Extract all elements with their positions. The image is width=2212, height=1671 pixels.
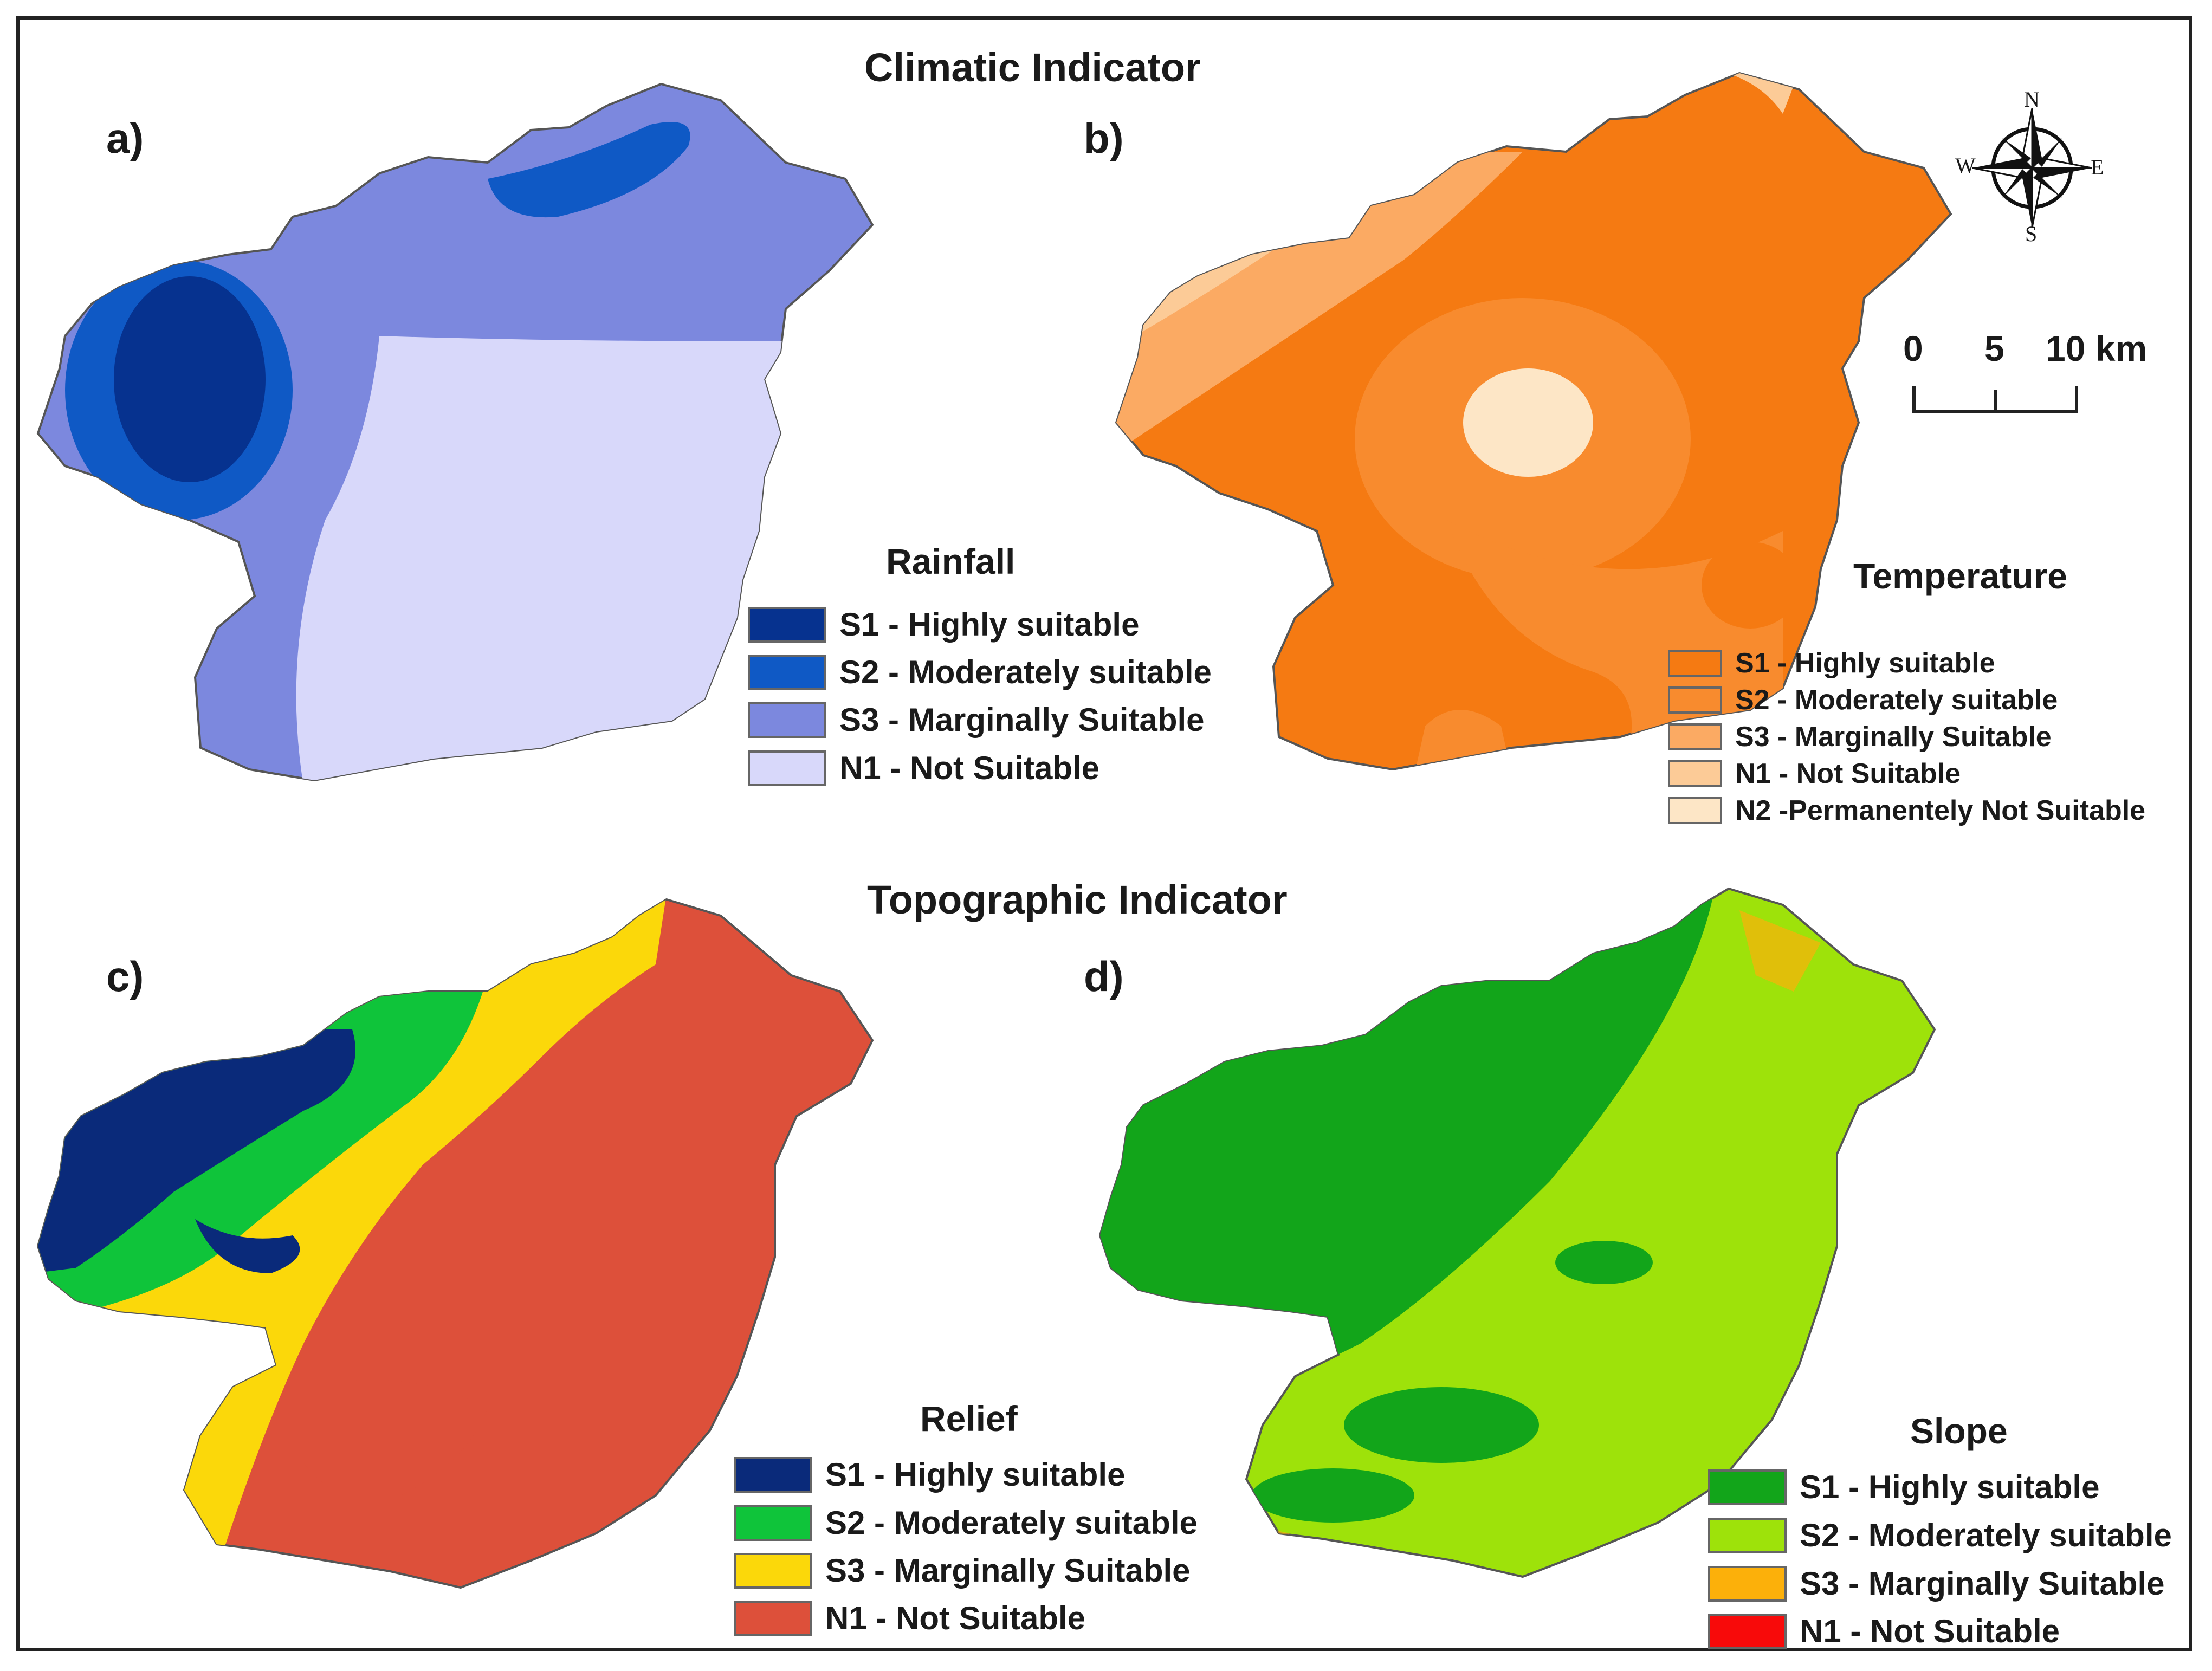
legend-label: S3 - Marginally Suitable <box>1800 1565 2165 1602</box>
slope-legend-title: Slope <box>1910 1411 2008 1451</box>
climatic-heading: Climatic Indicator <box>864 45 1201 90</box>
scale-tick-0: 0 <box>1903 328 1923 368</box>
legend-swatch <box>1708 1565 1787 1602</box>
compass-rose-icon <box>1972 108 2092 228</box>
rainfall-legend-n1: N1 - Not Suitable <box>748 749 1099 787</box>
scale-tick-10km: 10 km <box>2046 328 2148 368</box>
legend-label: S2 - Moderately suitable <box>1735 684 2058 716</box>
legend-label: S1 - Highly suitable <box>825 1456 1126 1493</box>
legend-swatch <box>734 1456 812 1493</box>
compass-e-label: E <box>2091 155 2104 179</box>
relief-legend-n1: N1 - Not Suitable <box>734 1599 1085 1637</box>
legend-label: S3 - Marginally Suitable <box>825 1552 1191 1589</box>
legend-swatch <box>1668 686 1722 714</box>
legend-swatch <box>734 1600 812 1636</box>
topographic-heading: Topographic Indicator <box>867 877 1288 922</box>
relief-legend-s3: S3 - Marginally Suitable <box>734 1552 1191 1589</box>
rainfall-legend-s1: S1 - Highly suitable <box>748 606 1139 643</box>
legend-label: N1 - Not Suitable <box>1735 758 1961 789</box>
legend-label: S2 - Moderately suitable <box>1800 1517 2172 1553</box>
panel-a-label: a) <box>106 114 144 162</box>
compass-s-label: S <box>2025 222 2038 246</box>
legend-swatch <box>1708 1613 1787 1649</box>
temperature-legend-s3: S3 - Marginally Suitable <box>1668 721 2052 753</box>
slope-legend-s3: S3 - Marginally Suitable <box>1708 1565 2165 1602</box>
legend-label: S2 - Moderately suitable <box>839 654 1212 690</box>
scale-bar <box>1912 386 2078 413</box>
temperature-legend-n2: N2 -Permanentely Not Suitable <box>1668 794 2145 827</box>
scale-tick-5: 5 <box>1984 328 2004 368</box>
legend-swatch <box>1668 650 1722 677</box>
legend-swatch <box>748 654 826 690</box>
legend-label: N2 -Permanentely Not Suitable <box>1735 795 2146 826</box>
legend-swatch <box>1668 723 1722 750</box>
slope-legend-s1: S1 - Highly suitable <box>1708 1468 2099 1506</box>
legend-label: S1 - Highly suitable <box>1800 1469 2100 1505</box>
legend-swatch <box>734 1552 812 1589</box>
relief-legend-s2: S2 - Moderately suitable <box>734 1504 1198 1542</box>
relief-legend-title: Relief <box>920 1398 1018 1439</box>
legend-swatch <box>1708 1469 1787 1505</box>
rainfall-legend-s3: S3 - Marginally Suitable <box>748 701 1205 739</box>
temperature-legend-s1: S1 - Highly suitable <box>1668 647 1995 679</box>
legend-label: S1 - Highly suitable <box>839 606 1140 643</box>
compass-w-label: W <box>1955 153 1976 178</box>
slope-legend-n1: N1 - Not Suitable <box>1708 1612 2060 1650</box>
temperature-legend-title: Temperature <box>1853 556 2067 596</box>
legend-swatch <box>734 1505 812 1541</box>
temperature-legend-s2: S2 - Moderately suitable <box>1668 684 2058 716</box>
legend-label: N1 - Not Suitable <box>825 1600 1086 1636</box>
legend-label: S1 - Highly suitable <box>1735 647 1995 679</box>
legend-swatch <box>1708 1517 1787 1553</box>
legend-label: S3 - Marginally Suitable <box>839 702 1205 738</box>
legend-label: S3 - Marginally Suitable <box>1735 721 2052 753</box>
legend-swatch <box>748 750 826 786</box>
rainfall-legend-s2: S2 - Moderately suitable <box>748 653 1212 691</box>
legend-swatch <box>748 606 826 643</box>
rainfall-map <box>37 83 874 781</box>
compass-n-label: N <box>2024 87 2040 112</box>
legend-label: N1 - Not Suitable <box>1800 1613 2060 1649</box>
panel-c-label: c) <box>106 953 144 1000</box>
legend-swatch <box>1668 760 1722 787</box>
rainfall-legend-title: Rainfall <box>886 541 1016 581</box>
legend-swatch <box>748 702 826 738</box>
panel-b-label: b) <box>1084 114 1124 162</box>
relief-legend-s1: S1 - Highly suitable <box>734 1456 1125 1493</box>
panel-d-label: d) <box>1084 953 1124 1000</box>
slope-legend-s2: S2 - Moderately suitable <box>1708 1517 2172 1554</box>
legend-label: S2 - Moderately suitable <box>825 1505 1198 1541</box>
legend-label: N1 - Not Suitable <box>839 750 1100 786</box>
temperature-legend-n1: N1 - Not Suitable <box>1668 757 1961 790</box>
legend-swatch <box>1668 797 1722 824</box>
figure-frame <box>16 16 2192 1651</box>
